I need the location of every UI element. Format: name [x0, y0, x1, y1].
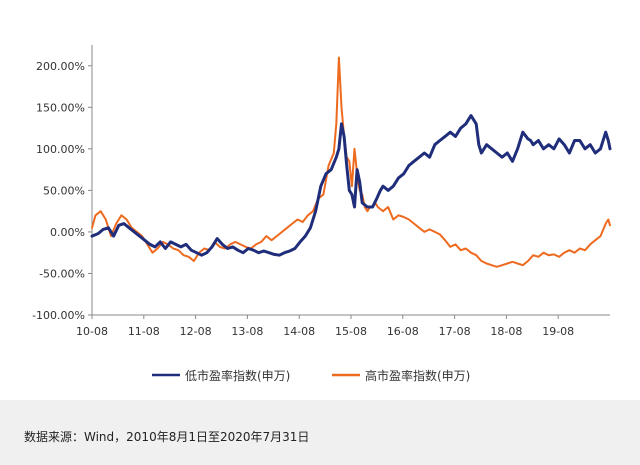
x-tick-label: 17-08	[439, 325, 471, 338]
series-layer	[90, 56, 612, 268]
x-tick-label: 16-08	[387, 325, 419, 338]
source-text: 数据来源：Wind，2010年8月1日至2020年7月31日	[24, 430, 310, 444]
x-tick-label: 13-08	[231, 325, 263, 338]
x-tick-label: 19-08	[542, 325, 574, 338]
x-tick-label: 14-08	[283, 325, 315, 338]
y-tick-label: 150.00%	[36, 101, 85, 114]
legend: 低市盈率指数(申万) 高市盈率指数(申万)	[152, 368, 470, 383]
series-line-low-pe	[90, 114, 612, 257]
chart: -100.00% -50.00% 0.00% 50.00% 100.00% 150.00%…	[32, 45, 612, 383]
series-line-high-pe	[91, 56, 611, 268]
axis-layer: -100.00% -50.00% 0.00% 50.00% 100.00% 150.00%…	[32, 45, 610, 338]
x-tick-label: 15-08	[335, 325, 367, 338]
y-tick-label: 50.00%	[43, 184, 85, 197]
source-footer: 数据来源：Wind，2010年8月1日至2020年7月31日	[0, 400, 640, 465]
x-tick-label: 18-08	[490, 325, 522, 338]
chart-svg: -100.00% -50.00% 0.00% 50.00% 100.00% 150.00%…	[32, 45, 612, 383]
y-tick-label: 0.00%	[50, 226, 85, 239]
y-tick-label: -50.00%	[39, 267, 85, 280]
x-tick-label: 12-08	[180, 325, 212, 338]
legend-label: 低市盈率指数(申万)	[185, 368, 290, 383]
y-tick-label: -100.00%	[32, 309, 85, 322]
x-tick-label: 10-08	[76, 325, 108, 338]
y-tick-label: 100.00%	[36, 143, 85, 156]
x-tick-label: 11-08	[128, 325, 160, 338]
legend-label: 高市盈率指数(申万)	[365, 368, 470, 383]
y-tick-label: 200.00%	[36, 60, 85, 73]
